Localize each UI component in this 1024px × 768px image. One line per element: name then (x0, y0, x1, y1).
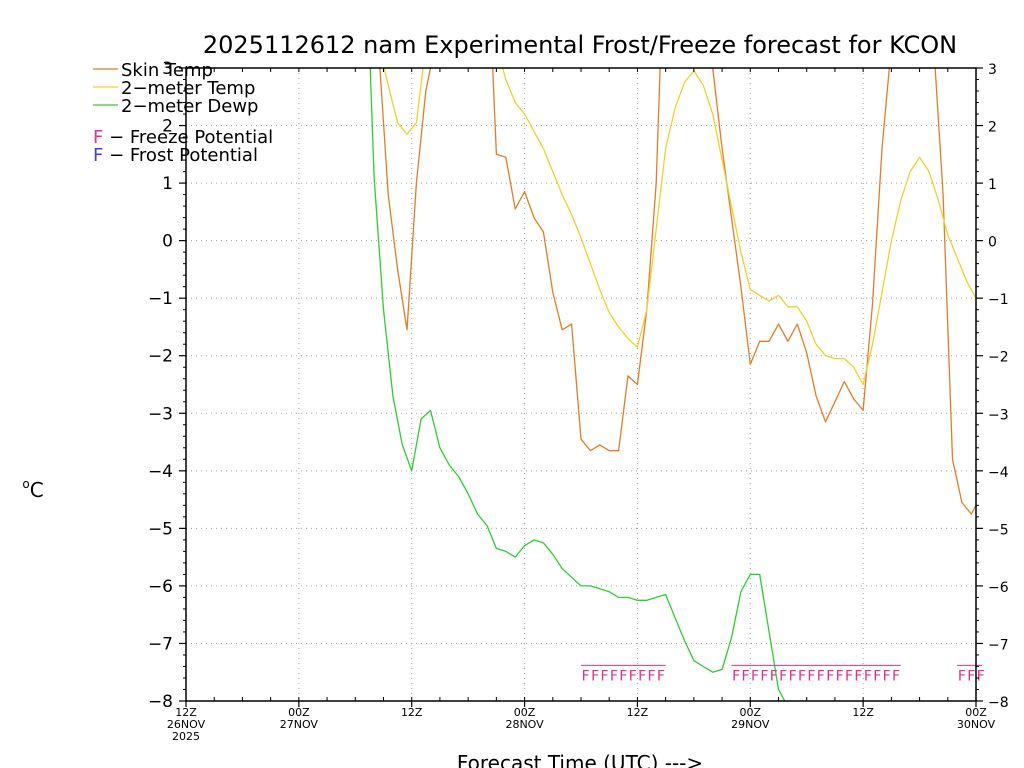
y-axis-label-unit: C (30, 478, 44, 502)
axes: 3 3 2 2 1 1 0 0 −1 −1 −2 −2 −3 −3 −4 −4 −5 −5 −6 −6 −7 −7 −8 −8… (148, 59, 1009, 743)
x-tick-label: 2025 (172, 730, 200, 743)
legend-label-2m-dewp: 2−meter Dewp (121, 96, 258, 117)
series-2-meter-dewp (369, 68, 786, 701)
x-tick-label: 00Z (740, 706, 762, 719)
x-tick-label: 00Z (965, 706, 987, 719)
freeze-potential-marker: F (789, 668, 797, 684)
y-tick-label-right: 1 (988, 177, 997, 193)
freeze-potential-marker: F (742, 668, 750, 684)
freeze-potential-marker: F (836, 668, 844, 684)
freeze-potential-marker: F (864, 668, 872, 684)
x-tick-label: 28NOV (505, 718, 544, 731)
x-tick-label: 00Z (288, 706, 310, 719)
y-tick-label-right: −1 (988, 292, 1009, 308)
freeze-potential-marker: F (854, 668, 862, 684)
frost-glyph: F (93, 145, 103, 166)
legend-freeze-potential: F − Freeze Potential (93, 127, 273, 148)
freeze-potential-marker: F (610, 668, 618, 684)
legend-frost-potential: F − Frost Potential (93, 145, 258, 166)
x-tick-label: 12Z (401, 706, 423, 719)
freeze-potential-marker: F (629, 668, 637, 684)
y-tick-label-left: −3 (148, 404, 173, 424)
y-tick-label-right: −6 (988, 580, 1009, 596)
x-tick-label: 12Z (627, 706, 649, 719)
y-tick-label-left: 3 (162, 59, 173, 79)
freeze-potential-marker: F (883, 668, 891, 684)
y-tick-label-right: −2 (988, 350, 1009, 366)
freeze-potential-marker: F (591, 668, 599, 684)
freeze-potential-marker: F (958, 668, 966, 684)
freeze-potential-marker: F (967, 668, 975, 684)
y-tick-label-left: −7 (148, 634, 173, 654)
frost-text: − Frost Potential (103, 145, 258, 166)
freeze-potential-marker: F (807, 668, 815, 684)
y-tick-label-right: −5 (988, 522, 1009, 538)
freeze-potential-marker: F (873, 668, 881, 684)
y-tick-label-left: 2 (162, 117, 173, 137)
y-tick-label-left: 0 (162, 232, 173, 252)
freeze-potential-marker: F (582, 668, 590, 684)
y-tick-label-right: −4 (988, 465, 1009, 481)
gridlines (186, 68, 976, 701)
series-lines (369, 68, 976, 701)
freeze-potential-marker: F (619, 668, 627, 684)
y-tick-label-left: 1 (162, 174, 173, 194)
freeze-potential-marker: F (817, 668, 825, 684)
y-tick-label-left: −6 (148, 577, 173, 597)
freeze-glyph: F (93, 127, 103, 148)
chart-title: 2025112612 nam Experimental Frost/Freeze… (203, 31, 957, 59)
freeze-text: − Freeze Potential (103, 127, 273, 148)
freeze-potential-marker: F (600, 668, 608, 684)
legend-label-2m-temp: 2−meter Temp (121, 78, 255, 99)
freeze-potential-marker: F (845, 668, 853, 684)
freeze-potential-marker: F (657, 668, 665, 684)
x-tick-label: 29NOV (731, 718, 770, 731)
x-axis-label: Forecast Time (UTC) ---> (457, 751, 703, 768)
y-tick-label-right: −3 (988, 407, 1009, 423)
x-tick-label: 27NOV (280, 718, 319, 731)
legend: Skin Temp 2−meter Temp 2−meter Dewp F − … (93, 60, 273, 166)
freeze-potential-marker: F (648, 668, 656, 684)
y-tick-label-left: −1 (148, 289, 173, 309)
y-tick-label-right: −8 (988, 695, 1009, 711)
y-axis-label-degree: o (22, 477, 29, 491)
freeze-potential-marker: F (732, 668, 740, 684)
freeze-potential-marker: F (751, 668, 759, 684)
y-tick-label-right: −7 (988, 637, 1009, 653)
plot-frame (185, 67, 977, 702)
freeze-potential-marker: F (977, 668, 985, 684)
y-tick-label-right: 2 (988, 120, 997, 136)
legend-label-skin-temp: Skin Temp (121, 60, 213, 81)
freeze-potential-marker: F (892, 668, 900, 684)
freeze-potential-marker: F (779, 668, 787, 684)
series-skin-temp (379, 68, 976, 515)
x-tick-label: 12Z (175, 706, 197, 719)
freeze-potential-marker: F (760, 668, 768, 684)
series-2-meter-temp (383, 68, 976, 386)
x-tick-label: 26NOV (167, 718, 206, 731)
y-tick-label-left: −2 (148, 347, 173, 367)
y-tick-label-left: −4 (148, 462, 173, 482)
x-tick-label: 00Z (514, 706, 536, 719)
x-tick-label: 12Z (852, 706, 874, 719)
freeze-potential-marker: F (798, 668, 806, 684)
y-axis-label: oC (22, 477, 43, 502)
y-tick-label-left: −5 (148, 519, 173, 539)
freeze-potential-marker: F (826, 668, 834, 684)
y-tick-label-left: −8 (148, 692, 173, 712)
freeze-potential-marker: F (770, 668, 778, 684)
y-tick-label-right: 3 (988, 62, 997, 78)
y-tick-label-right: 0 (988, 235, 997, 251)
x-tick-label: 30NOV (957, 718, 996, 731)
freeze-potential-marker: F (638, 668, 646, 684)
